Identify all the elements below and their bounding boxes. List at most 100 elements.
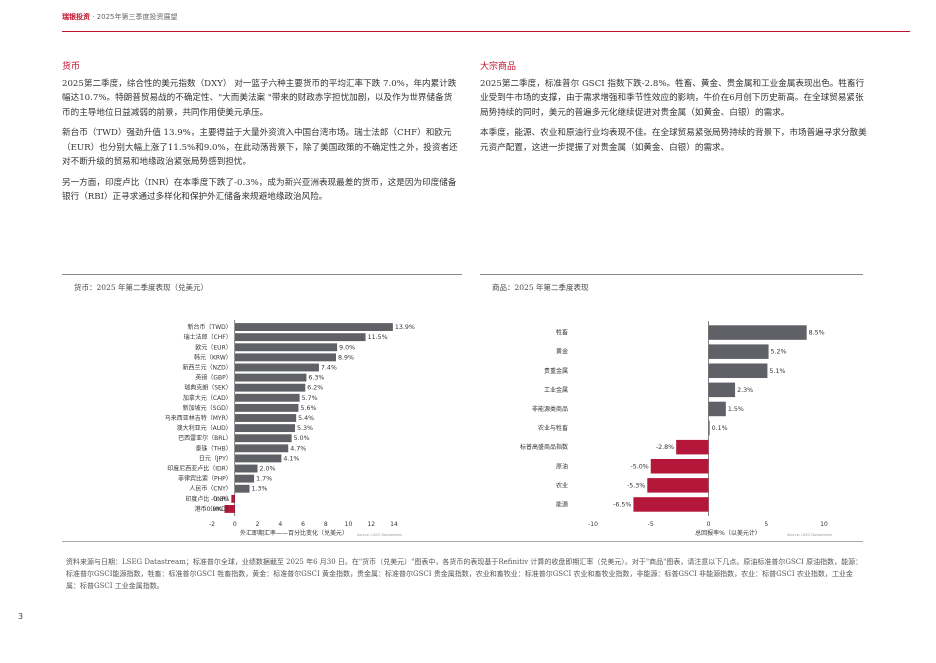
data-label: 5.7% [302,395,318,402]
category-label: 新西兰元（NZD） [183,363,232,371]
category-label: 马来西亚林吉特（MYR） [165,414,232,422]
category-label: 加拿大元（CAD） [183,394,232,402]
currency-section-title: 货币 [62,62,81,72]
currency-chart-plot: 新台币（TWD） 13.9% 瑞士法郎（CHF） 11.5% 欧元（EUR） 9.0% 韩元… [165,320,415,537]
bar [647,478,709,493]
data-label: 5.2% [771,349,787,356]
x-tick-label: 5 [764,521,768,528]
bar [234,464,258,473]
x-tick-label: 12 [367,521,375,528]
category-label: 巴西雷亚尔（BRL） [178,434,232,442]
commodity-chart: 商品：2025 年第二季度表现 牲畜 8.5% 黄金 5.2% 贵重金属 5.1% 工业金属… [480,274,863,552]
data-label: -5.3% [627,482,645,489]
bar [234,343,338,352]
x-tick-label: 10 [345,521,353,528]
data-label: 8.9% [338,354,354,361]
category-label: 贵重金属 [544,367,568,375]
data-label: 2.0% [260,466,276,473]
commodity-chart-plot: 牲畜 8.5% 黄金 5.2% 贵重金属 5.1% 工业金属 2.3% 非能源类商品 1.5% 农业… [520,321,833,537]
bar [234,484,250,493]
header-divider [62,31,910,32]
category-label: 英镑（GBP） [195,374,231,382]
bar [234,363,319,372]
bar [231,494,235,503]
category-label: 日元（JPY） [199,455,232,462]
bar [708,420,710,436]
category-label: 新加坡元（SGD） [183,404,232,412]
currency-chart-title: 货币：2025 年第二季度表现（兑美元） [74,283,208,292]
x-tick-label: 2 [256,521,260,528]
data-label: 1.3% [252,486,268,493]
chart-source: Source: LSEG Datastream [787,533,833,537]
bar [234,323,393,331]
bar [650,458,709,474]
bar [234,383,306,392]
bar [234,403,299,412]
brand-name: 瑞银投资 [62,13,90,21]
currency-section: 货币 2025第二季度，综合性的美元指数（DXY） 对一篮子六种主要货币的平均汇… [62,60,458,211]
category-label: 澳大利亚元（AUD） [177,424,232,432]
category-label: 瑞典克朗（SEK） [184,384,232,392]
data-label: 4.1% [283,455,299,462]
currency-paragraph: 2025第二季度，综合性的美元指数（DXY） 对一篮子六种主要货币的平均汇率下跌… [62,78,457,118]
data-label: 5.0% [294,435,310,442]
category-label: 工业金属 [544,386,568,394]
footnote: 资料来源与日期：LSEG Datastream；标准普尔全球，业绩数据截至 20… [66,558,863,590]
category-label: 瑞士法郎（CHF） [184,333,232,341]
bar [234,434,292,443]
commodity-paragraph: 本季度，能源、农业和原油行业均表现不佳。在全球贸易紧张局势持续的背景下，市场普遍… [480,128,867,153]
x-axis-label: 总回报率%（以美元计） [695,529,761,537]
currency-chart: 货币：2025 年第二季度表现（兑美元） 新台币（TWD） 13.9% 瑞士法郎（C… [62,274,462,552]
header-title: · 2025年第三季度投资展望 [92,13,178,21]
commodity-paragraph: 2025第二季度，标准普尔 GSCI 指数下跌-2.8%。牲畜、黄金、贵金属和工… [480,78,865,118]
bar [234,454,282,463]
data-label: 1.7% [256,476,272,483]
data-label: 1.5% [728,406,744,413]
bar [633,497,709,512]
data-label: -0.9% [204,506,222,513]
commodity-section: 大宗商品 2025第二季度，标准普尔 GSCI 指数下跌-2.8%。牲畜、黄金、… [480,60,872,161]
currency-paragraph: 新台币（TWD）强劲升值 13.9%，主要得益于大量外资流入中国台湾市场。瑞士法… [62,128,458,167]
x-tick-label: 4 [278,521,282,528]
category-label: 韩元（KRW） [194,353,232,361]
data-label: 5.4% [298,415,314,422]
data-label: 6.2% [307,385,323,392]
category-label: 标普高盛商品指数 [520,443,568,451]
data-label: 13.9% [395,324,415,331]
charts-bottom-rule [62,541,863,542]
bar [708,401,726,417]
category-label: 印度卢比（INR） [185,495,231,503]
data-label: 8.5% [809,330,825,337]
chart-top-rule [480,274,863,275]
data-label: 5.1% [769,368,785,375]
chart-top-rule [62,274,462,275]
category-label: 牲畜 [556,329,568,337]
data-label: 5.6% [300,405,316,412]
bar [676,439,709,455]
data-label: 11.5% [368,334,388,341]
chart-source: Source: LSEG Datastream [357,533,403,537]
data-label: -0.3% [211,496,229,503]
category-label: 人民币（CNY） [189,486,231,493]
category-label: 港币（HKD） [195,505,232,513]
data-label: 0.1% [712,425,728,432]
bar [234,333,366,342]
page-number: 3 [18,612,24,621]
bar [708,363,768,379]
data-label: -2.8% [656,444,674,451]
bar [708,325,807,340]
commodity-section-title: 大宗商品 [480,62,517,72]
category-label: 印度尼西亚卢比（IDR） [167,465,232,473]
x-tick-label: 0 [707,521,711,528]
data-label: 4.7% [290,445,306,452]
x-tick-label: 8 [324,521,328,528]
category-label: 农业 [556,481,568,489]
bar [234,444,289,453]
x-tick-label: -5 [648,521,654,528]
data-label: -5.0% [630,463,648,470]
commodity-chart-title: 商品：2025 年第二季度表现 [492,283,589,292]
bar [224,505,235,513]
data-label: 9.0% [339,344,355,351]
data-label: 6.3% [308,375,324,382]
x-tick-label: -2 [209,521,215,528]
